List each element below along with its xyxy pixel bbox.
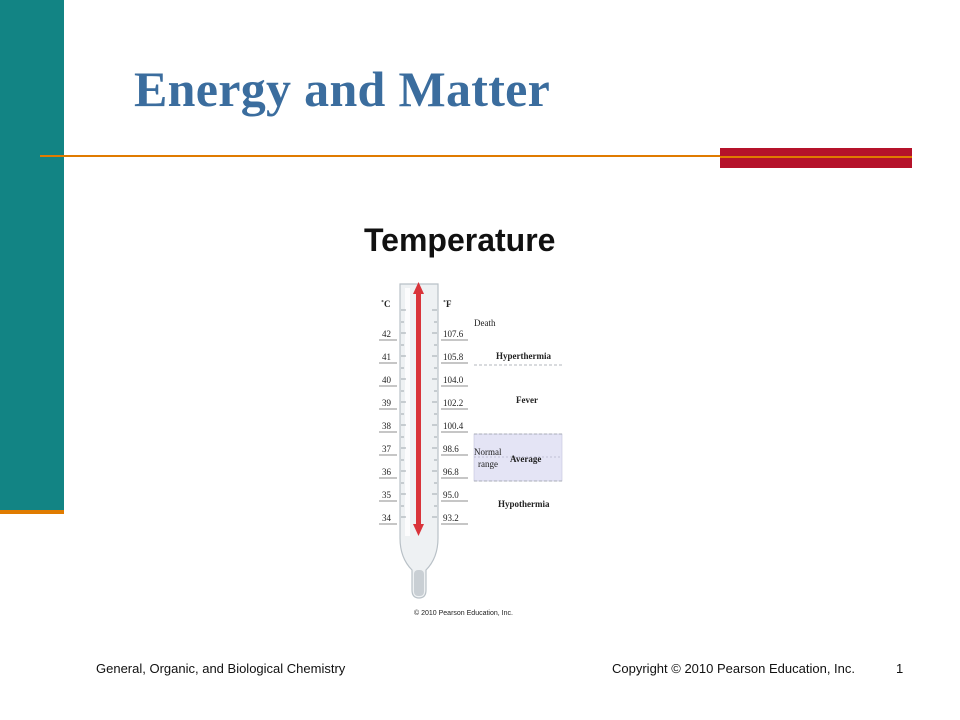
celsius-value: 40 — [382, 375, 392, 385]
left-accent-bar-edge — [0, 510, 64, 514]
celsius-value: 35 — [382, 490, 392, 500]
title-rule-block — [720, 148, 912, 168]
celsius-unit: ˚C — [381, 299, 391, 309]
page-number: 1 — [896, 661, 904, 676]
arrow-up-icon — [413, 282, 424, 294]
scale-row: 40 104.0 — [379, 375, 468, 387]
fahrenheit-value: 95.0 — [443, 490, 459, 500]
scale-row: 39 102.2 — [379, 398, 468, 410]
celsius-value: 42 — [382, 329, 391, 339]
footer-course-title: General, Organic, and Biological Chemist… — [96, 661, 346, 676]
celsius-value: 34 — [382, 513, 392, 523]
fahrenheit-value: 96.8 — [443, 467, 459, 477]
fahrenheit-value: 102.2 — [443, 398, 463, 408]
scale-row: 41 105.8 — [379, 352, 468, 364]
scale-row: 37 98.6 — [379, 444, 468, 456]
scale-row: 42 107.6 — [379, 329, 468, 341]
fahrenheit-value: 93.2 — [443, 513, 459, 523]
fahrenheit-value: 98.6 — [443, 444, 459, 454]
title-rule-stripe — [720, 156, 912, 158]
thermometer-bulb — [414, 570, 424, 596]
scale-row: 36 96.8 — [379, 467, 468, 479]
label-average: Average — [510, 454, 541, 464]
average-band — [473, 433, 563, 482]
footer-copyright: Copyright © 2010 Pearson Education, Inc. — [612, 661, 856, 676]
left-accent-bar — [0, 0, 64, 512]
celsius-value: 39 — [382, 398, 392, 408]
label-normal: Normal — [474, 447, 502, 457]
fahrenheit-unit: ˚F — [443, 299, 452, 309]
scale-row: 34 93.2 — [379, 513, 468, 525]
celsius-value: 37 — [382, 444, 392, 454]
mercury-column — [416, 290, 421, 528]
scale-row: 35 95.0 — [379, 490, 468, 502]
celsius-value: 36 — [382, 467, 392, 477]
temperature-scale: 42 107.6 41 105.8 40 104.0 39 102.2 38 100.4 … — [379, 329, 468, 525]
scale-row: 38 100.4 — [379, 421, 468, 433]
thermometer-tube-shine — [405, 288, 410, 536]
label-hypothermia: Hypothermia — [498, 499, 550, 509]
figure-copyright: © 2010 Pearson Education, Inc. — [414, 609, 513, 617]
fahrenheit-value: 100.4 — [443, 421, 464, 431]
label-hyperthermia: Hyperthermia — [496, 351, 551, 361]
label-range: range — [478, 459, 498, 469]
slide-subtitle: Temperature — [364, 222, 556, 258]
celsius-value: 38 — [382, 421, 392, 431]
label-fever: Fever — [516, 395, 538, 405]
fahrenheit-value: 107.6 — [443, 329, 464, 339]
slide-title: Energy and Matter — [134, 61, 551, 117]
label-death: Death — [474, 318, 496, 328]
tube-ticks — [401, 309, 437, 518]
title-rule — [40, 155, 912, 157]
thermometer-figure: ˚C ˚F 42 107.6 41 105.8 40 104.0 39 102.2 38… — [379, 282, 563, 617]
celsius-value: 41 — [382, 352, 391, 362]
arrow-down-icon — [413, 524, 424, 536]
fahrenheit-value: 105.8 — [443, 352, 464, 362]
fahrenheit-value: 104.0 — [443, 375, 464, 385]
